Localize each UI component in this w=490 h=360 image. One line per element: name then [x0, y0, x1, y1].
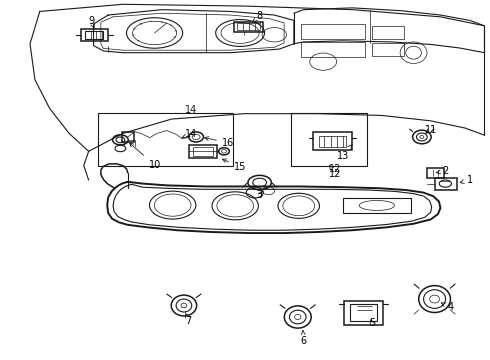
Bar — [435, 178, 457, 190]
Bar — [350, 304, 377, 321]
Text: 12: 12 — [329, 166, 342, 179]
Bar — [234, 22, 263, 32]
Text: 10: 10 — [129, 143, 161, 170]
Text: 11: 11 — [424, 125, 437, 135]
Bar — [189, 145, 217, 158]
Bar — [301, 24, 365, 40]
Bar — [237, 23, 260, 30]
Text: 1: 1 — [460, 175, 473, 185]
Text: 6: 6 — [300, 330, 307, 346]
Bar — [427, 168, 444, 178]
Text: 3: 3 — [257, 190, 263, 200]
Bar — [319, 135, 345, 147]
Text: 8: 8 — [253, 11, 263, 22]
Bar — [301, 42, 365, 57]
Bar — [85, 31, 103, 39]
Bar — [81, 29, 108, 41]
Text: 9: 9 — [88, 16, 95, 28]
Text: 12: 12 — [329, 164, 342, 174]
Bar — [372, 26, 404, 40]
Text: 15: 15 — [222, 159, 246, 172]
Text: 7: 7 — [185, 313, 192, 325]
Bar — [98, 113, 233, 166]
Bar — [344, 301, 383, 325]
Bar — [372, 42, 404, 56]
Bar — [343, 198, 411, 213]
Text: 14: 14 — [182, 129, 197, 139]
Text: 2: 2 — [436, 166, 448, 176]
Bar — [292, 113, 367, 166]
Text: 14: 14 — [185, 105, 197, 116]
Text: 5: 5 — [369, 319, 375, 328]
Text: 16: 16 — [205, 137, 234, 148]
Bar — [193, 147, 213, 156]
Bar — [122, 132, 134, 141]
Text: 4: 4 — [441, 302, 453, 312]
Text: 13: 13 — [337, 145, 352, 161]
Bar — [314, 132, 351, 150]
